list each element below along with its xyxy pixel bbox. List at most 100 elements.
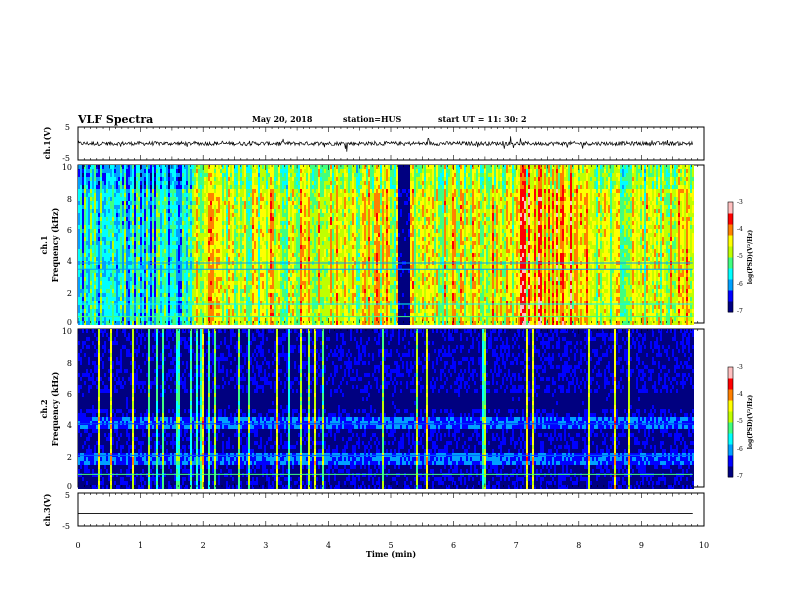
spectrogram-cell — [250, 241, 252, 245]
spectrogram-cell — [256, 181, 258, 185]
spectrogram-cell — [282, 257, 284, 261]
spectrogram-cell — [224, 313, 226, 317]
spectrogram-cell — [300, 301, 302, 305]
spectrogram-cell — [98, 281, 100, 285]
spectrogram-cell — [192, 165, 194, 169]
spectrogram-cell — [214, 189, 216, 193]
spectrogram-cell — [242, 301, 244, 305]
spectrogram-cell — [218, 289, 220, 293]
spectrogram-cell — [302, 245, 304, 249]
spectrogram-cell — [316, 237, 318, 241]
spectrogram-cell — [214, 305, 216, 309]
spectrogram-cell — [274, 201, 276, 205]
spectrogram-cell — [142, 301, 144, 305]
spectrogram-cell — [266, 257, 268, 261]
spectrogram-cell — [264, 197, 266, 201]
spectrogram-cell — [270, 237, 272, 241]
spectrogram-cell — [128, 265, 130, 269]
spectrogram-cell — [182, 281, 184, 285]
spectrogram-cell — [202, 277, 204, 281]
spectrogram-cell — [294, 245, 296, 249]
spectrogram-cell — [118, 281, 120, 285]
spectrogram-cell — [250, 285, 252, 289]
spectrogram-cell — [258, 201, 260, 205]
spectrogram-cell — [224, 217, 226, 221]
spectrogram-cell — [224, 189, 226, 193]
spectrogram-cell — [78, 209, 80, 213]
spectrogram-cell — [170, 309, 172, 313]
spectrogram-cell — [228, 249, 230, 253]
spectrogram-cell — [138, 225, 140, 229]
spectrogram-cell — [214, 245, 216, 249]
spectrogram-cell — [118, 237, 120, 241]
spectrogram-cell — [216, 193, 218, 197]
spectrogram-cell — [290, 185, 292, 189]
spectrogram-cell — [188, 213, 190, 217]
spectrogram-cell — [236, 177, 238, 181]
spectrogram-cell — [124, 237, 126, 241]
spectrogram-cell — [138, 297, 140, 301]
spectrogram-cell — [312, 229, 314, 233]
spectrogram-cell — [82, 173, 84, 177]
spectrogram-cell — [128, 269, 130, 273]
spectrogram-cell — [222, 189, 224, 193]
spectrogram-cell — [242, 257, 244, 261]
spectrogram-cell — [112, 177, 114, 181]
spectrogram-cell — [236, 321, 238, 325]
spectrogram-cell — [156, 273, 158, 277]
spectrogram-cell — [128, 281, 130, 285]
spectrogram-cell — [266, 305, 268, 309]
spectrogram-cell — [186, 177, 188, 181]
spectrogram-cell — [130, 265, 132, 269]
spectrogram-cell — [142, 221, 144, 225]
spectrogram-cell — [290, 241, 292, 245]
spectrogram-cell — [278, 305, 280, 309]
spectrogram-cell — [238, 321, 240, 325]
spectrogram-cell — [138, 277, 140, 281]
spectrogram-cell — [120, 169, 122, 173]
spectrogram-cell — [180, 317, 182, 321]
spectrogram-cell — [180, 201, 182, 205]
spectrogram-cell — [150, 257, 152, 261]
spectrogram-cell — [278, 269, 280, 273]
spectrogram-cell — [296, 173, 298, 177]
spectrogram-cell — [216, 297, 218, 301]
spectrogram-cell — [200, 269, 202, 273]
spectrogram-cell — [186, 217, 188, 221]
spectrogram-cell — [228, 269, 230, 273]
spectrogram-cell — [312, 281, 314, 285]
spectrogram-cell — [126, 233, 128, 237]
spectrogram-cell — [212, 189, 214, 193]
spectrogram-cell — [172, 229, 174, 233]
spectrogram-cell — [150, 181, 152, 185]
spectrogram-cell — [228, 241, 230, 245]
spectrogram-cell — [282, 285, 284, 289]
spectrogram-cell — [314, 213, 316, 217]
spectrogram-cell — [100, 309, 102, 313]
spectrogram-cell — [120, 213, 122, 217]
spectrogram-cell — [136, 189, 138, 193]
spectrogram-cell — [210, 249, 212, 253]
spectrogram-cell — [282, 265, 284, 269]
spectrogram-cell — [150, 229, 152, 233]
spectrogram-cell — [272, 221, 274, 225]
spectrogram-cell — [270, 245, 272, 249]
spectrogram-cell — [96, 285, 98, 289]
spectrogram-cell — [164, 249, 166, 253]
spectrogram-cell — [148, 289, 150, 293]
spectrogram-cell — [160, 285, 162, 289]
spectrogram-cell — [168, 297, 170, 301]
spectrogram-cell — [150, 309, 152, 313]
spectrogram-cell — [102, 253, 104, 257]
spectrogram-cell — [278, 257, 280, 261]
spectrogram-cell — [194, 213, 196, 217]
spectrogram-cell — [314, 305, 316, 309]
spectrogram-cell — [154, 257, 156, 261]
spectrogram-cell — [94, 189, 96, 193]
spectrogram-cell — [168, 265, 170, 269]
spectrogram-cell — [200, 241, 202, 245]
spectrogram-cell — [104, 313, 106, 317]
spectrogram-cell — [86, 297, 88, 301]
spectrogram-cell — [106, 165, 108, 169]
spectrogram-cell — [138, 293, 140, 297]
